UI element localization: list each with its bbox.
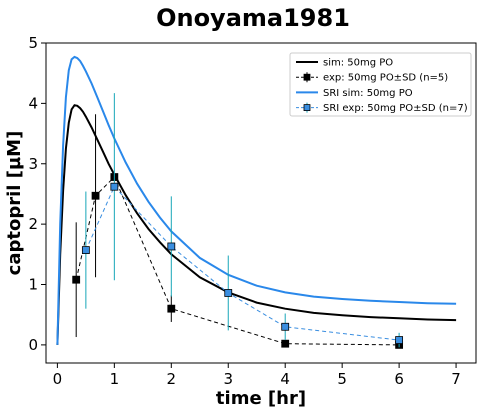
y-tick-label: 4 [28,94,38,112]
data-point [81,246,90,254]
data-point [91,191,100,200]
y-tick-label: 0 [28,336,38,354]
plot-area [56,55,457,349]
y-axis-label: captopril [µM] [4,131,25,276]
x-tick-label: 6 [394,370,404,388]
chart-title: Onoyama1981 [156,4,350,32]
x-tick-label: 4 [280,370,290,388]
x-tick-label: 3 [223,370,233,388]
data-point [110,182,119,191]
data-point [167,242,176,251]
legend-label: exp: 50mg PO±SD (n=5) [323,73,448,84]
y-tick-label: 2 [28,215,38,233]
data-point [167,304,176,313]
legend: sim: 50mg PO exp: 50mg PO±SD (n=5) SRI sim… [289,52,472,117]
axis-ticks: 0 1 2 3 4 5 6 7 0 1 2 3 4 5 [28,34,460,388]
data-point [224,289,233,297]
legend-label: sim: 50mg PO [323,58,393,69]
legend-swatch-marker [303,73,311,81]
x-tick-label: 5 [337,370,347,388]
legend-label: SRI exp: 50mg PO±SD (n=7) [323,103,468,114]
data-point [281,322,290,331]
x-tick-label: 7 [451,370,461,388]
legend-label: SRI sim: 50mg PO [323,88,413,99]
series-dashed-line-1 [75,176,400,346]
legend-swatch-marker [303,104,311,111]
x-tick-label: 1 [110,370,120,388]
data-point [395,336,404,344]
series-dashed-line-3 [85,185,400,341]
series-line-0 [56,104,457,345]
y-tick-label: 1 [28,276,38,294]
y-tick-label: 3 [28,155,38,173]
legend-box [289,52,472,117]
x-tick-label: 0 [53,370,63,388]
plot-frame [45,42,477,364]
data-point [281,339,290,348]
y-tick-label: 5 [28,34,38,52]
x-tick-label: 2 [167,370,177,388]
data-point [72,275,81,284]
x-axis-label: time [hr] [216,388,306,409]
